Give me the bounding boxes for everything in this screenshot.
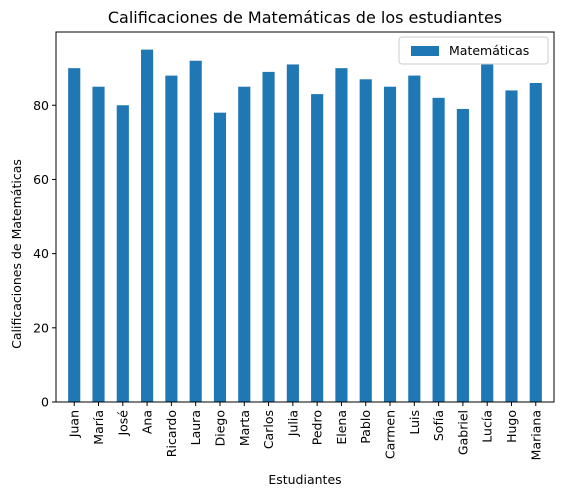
- x-tick-label: Hugo: [504, 410, 519, 443]
- bar-Ricardo: [165, 75, 178, 403]
- x-tick-label: Ricardo: [164, 410, 179, 457]
- x-tick-label: Lucía: [480, 410, 495, 443]
- bar-Luis: [408, 75, 421, 403]
- bar-José: [116, 105, 129, 402]
- bar-Marta: [238, 86, 251, 402]
- x-tick-label: Pedro: [310, 410, 325, 445]
- y-tick-label: 60: [33, 172, 49, 187]
- bar-Diego: [213, 112, 227, 402]
- plot-frame: [55, 31, 555, 403]
- x-tick-label: Sofía: [431, 410, 446, 441]
- y-tick-label: 0: [41, 395, 49, 410]
- x-tick-label: Carlos: [261, 410, 276, 449]
- y-tick-label: 20: [33, 320, 49, 335]
- x-tick-label: María: [91, 410, 106, 445]
- bar-Carlos: [262, 71, 275, 402]
- legend-swatch: [411, 46, 439, 56]
- bar-Mariana: [529, 83, 542, 402]
- x-tick-label: Diego: [212, 410, 227, 446]
- x-tick-label: Ana: [140, 410, 155, 434]
- x-tick-label: Julia: [285, 410, 300, 437]
- chart-title: Calificaciones de Matemáticas de los est…: [108, 8, 502, 27]
- y-tick-label: 80: [33, 98, 49, 113]
- x-tick-label: Mariana: [528, 410, 543, 460]
- bar-Sofía: [432, 97, 445, 402]
- bar-Juan: [68, 68, 81, 403]
- bar-Lucía: [481, 64, 494, 402]
- bar-Julia: [286, 64, 299, 402]
- bar-Gabriel: [456, 108, 469, 403]
- x-tick-label: Laura: [188, 410, 203, 445]
- y-tick-label: 40: [33, 246, 49, 261]
- legend: Matemáticas: [398, 36, 549, 65]
- x-tick-label: Luis: [407, 410, 422, 435]
- x-axis-label: Estudiantes: [268, 472, 341, 487]
- bar-Hugo: [505, 90, 518, 402]
- x-tick-label: José: [115, 410, 130, 437]
- legend-box: [398, 36, 549, 65]
- y-axis-label: Calificaciones de Matemáticas: [9, 159, 24, 349]
- x-tick-label: Gabriel: [455, 410, 470, 455]
- bar-Laura: [189, 60, 202, 403]
- bar-María: [92, 86, 105, 402]
- bar-Pedro: [311, 94, 324, 403]
- x-tick-label: Pablo: [358, 410, 373, 444]
- x-tick-label: Elena: [334, 410, 349, 445]
- bar-Pablo: [359, 79, 372, 402]
- legend-entry-label: Matemáticas: [449, 43, 529, 58]
- bar-Elena: [335, 68, 348, 403]
- plot-area: 0 20 40 60 80 Juan María José Ana Ricardo Laura Die…: [33, 31, 555, 460]
- x-tick-label: Juan: [67, 410, 82, 438]
- x-tick-label: Marta: [237, 410, 252, 446]
- bar-Ana: [141, 49, 154, 402]
- bar-Carmen: [383, 86, 397, 402]
- x-tick-label: Carmen: [383, 410, 398, 459]
